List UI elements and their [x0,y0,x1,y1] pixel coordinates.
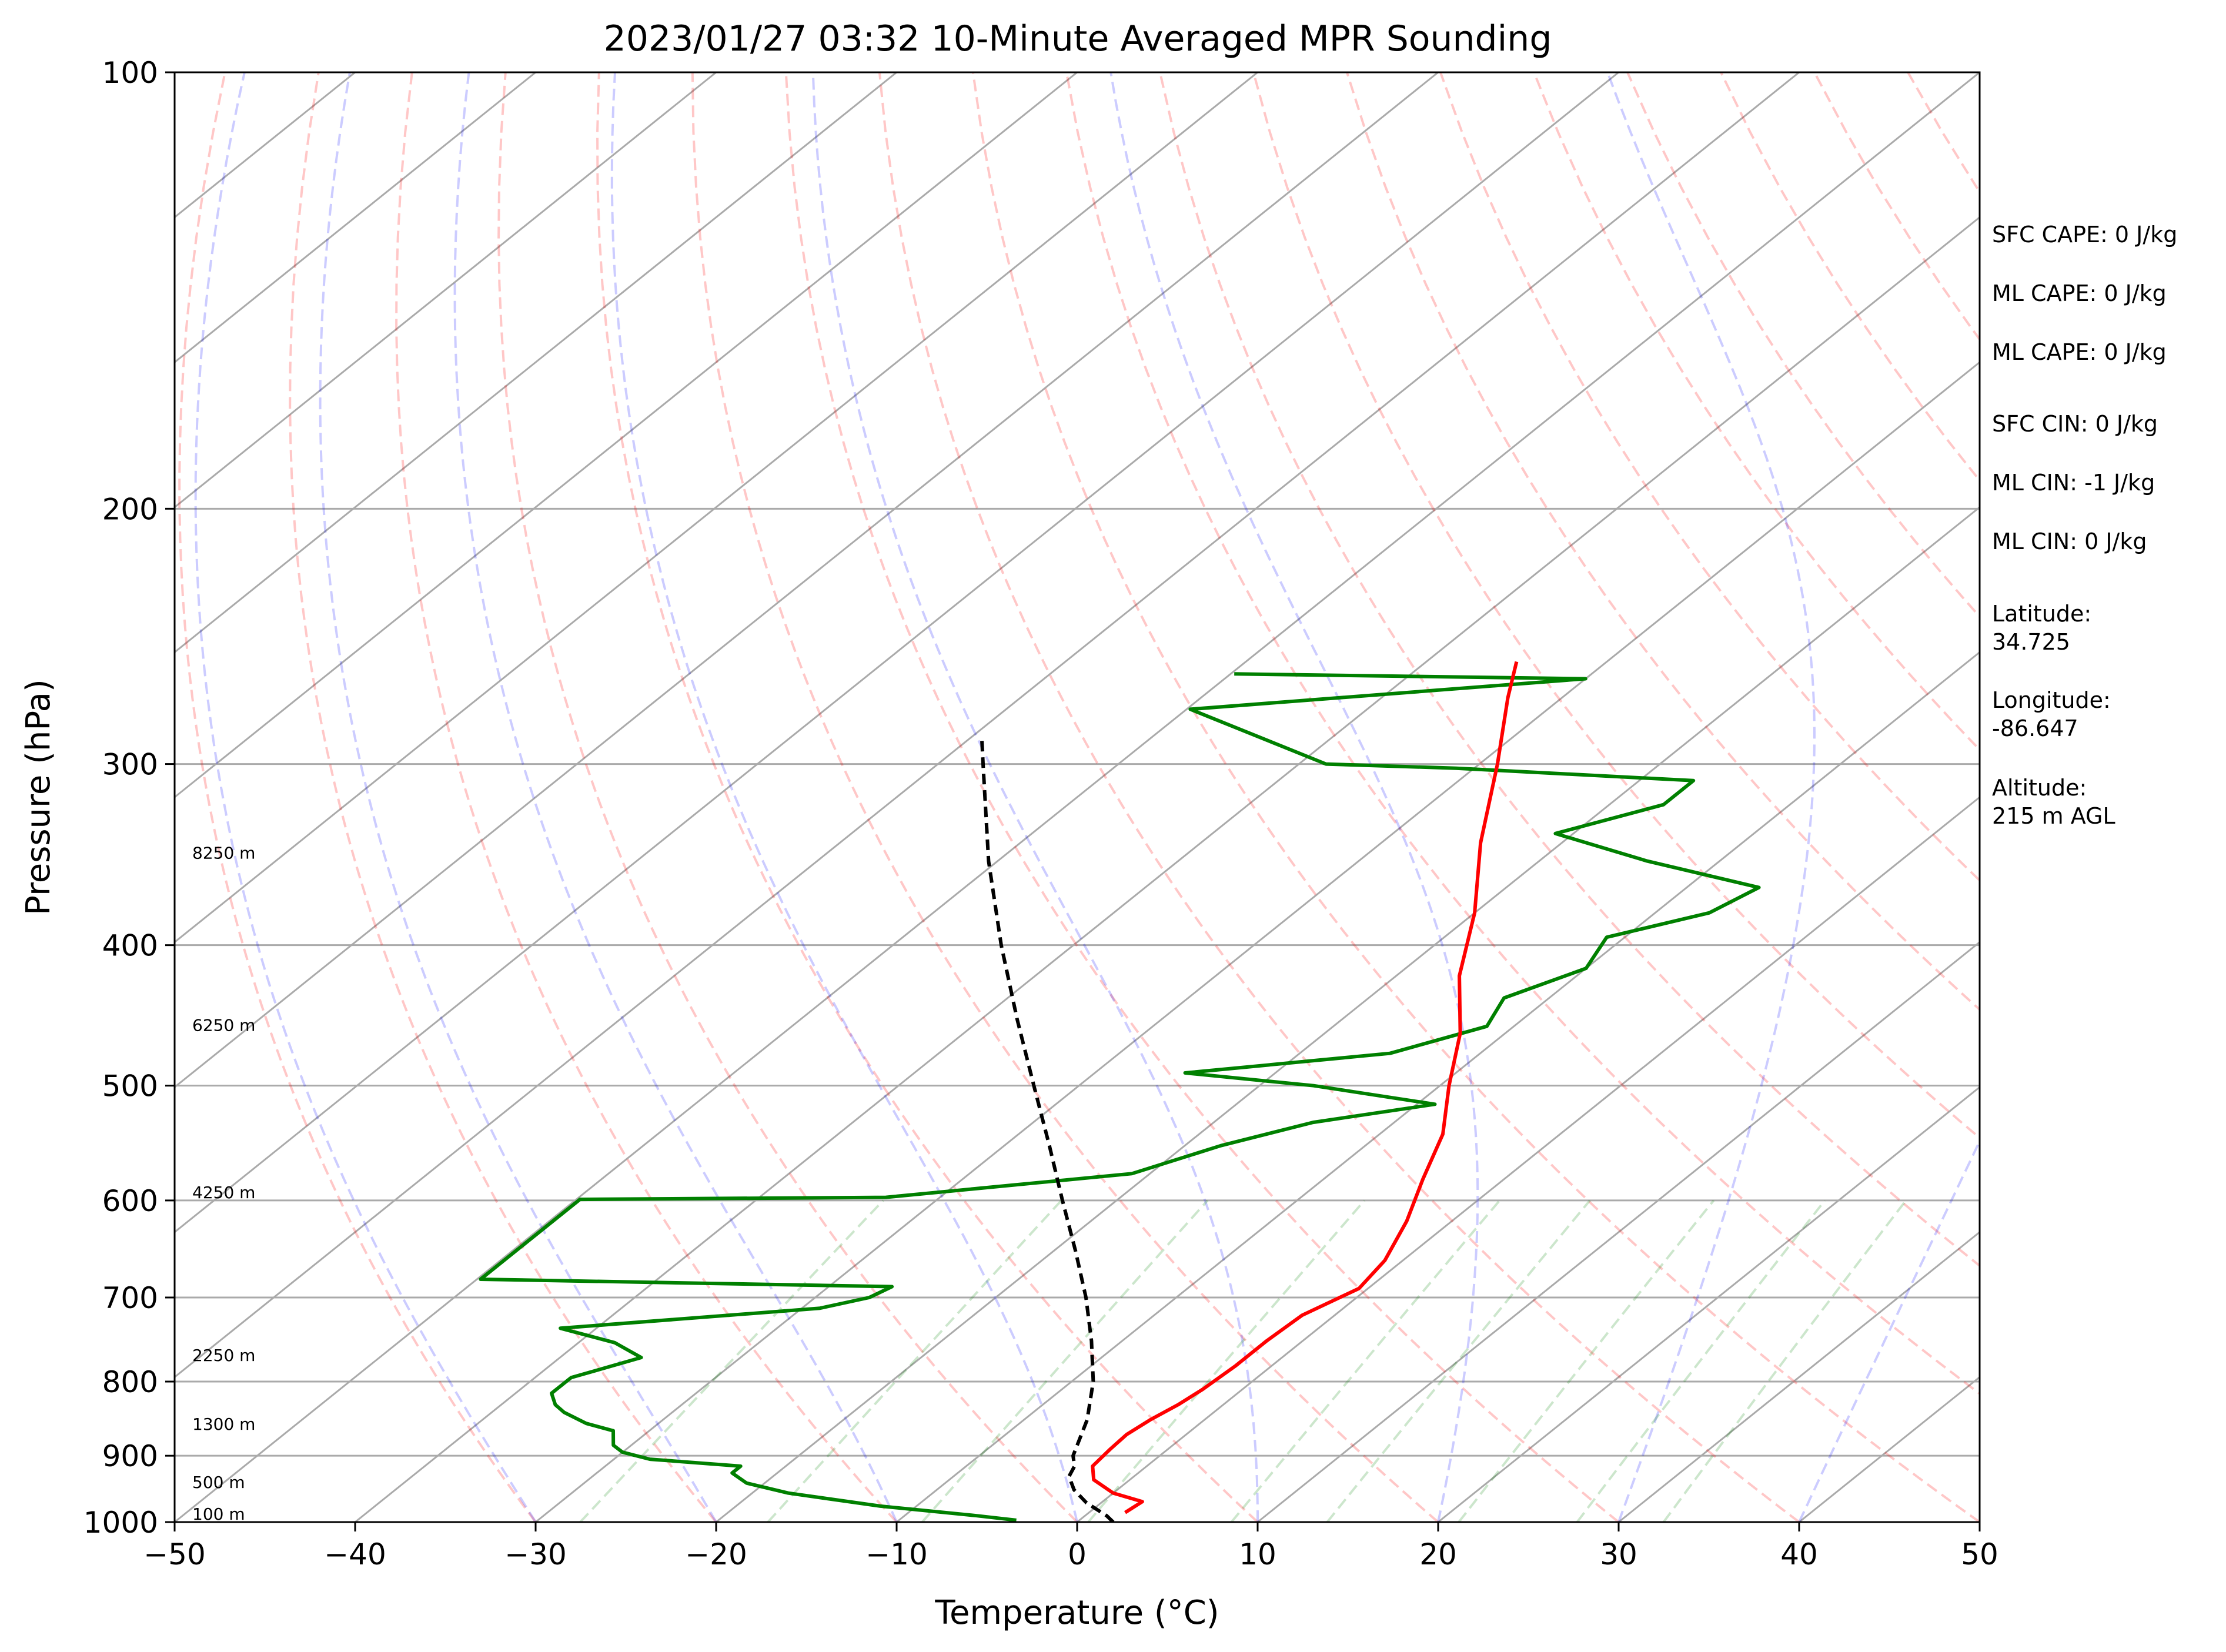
isotherm-line [175,72,536,364]
dewpoint-profile-line [479,672,1761,1522]
y-axis-label: Pressure (hPa) [19,679,58,915]
mixing-ratio-line [1576,1199,1826,1522]
dry-adiabat-line [784,72,1620,1522]
moist-adiabat-line [610,72,1078,1522]
height-label: 500 m [192,1473,245,1492]
dry-adiabat-line [1533,72,1980,752]
moist-adiabat-line [1109,72,1479,1522]
mixing-ratio-line [1326,1199,1591,1522]
x-tick-label: 0 [1068,1537,1087,1571]
isotherm-line [175,72,1980,1522]
isotherm-line [716,506,1980,1522]
isotherm-line [1077,796,1980,1522]
isotherm-line [1257,941,1980,1522]
mixing-ratio-line [579,1199,884,1522]
y-tick-label: 900 [102,1439,158,1473]
dry-adiabat-line [691,72,1439,1522]
y-tick-label: 600 [102,1184,158,1218]
dry-adiabat-line [289,72,717,1522]
mixing-ratio-line [1662,1199,1907,1522]
moist-adiabat-line [194,72,537,1522]
moist-adiabat-line [453,72,898,1522]
isotherm-line [175,72,1439,1089]
y-tick-label: 800 [102,1365,158,1399]
info-panel-entry: ML CAPE: 0 J/kg [1992,339,2167,365]
isotherm-line [175,72,1258,944]
x-tick-label: 50 [1961,1537,1998,1571]
isotherm-line [1618,1230,1980,1522]
info-panel-entry: Altitude: 215 m AGL [1992,775,2115,829]
x-tick-label: −50 [143,1537,206,1571]
dry-adiabat-line [596,72,1259,1522]
isotherm-line [1438,1086,1980,1522]
moist-adiabat-line [1606,72,1816,1522]
x-tick-label: 10 [1239,1537,1276,1571]
isotherm-line [535,361,1980,1522]
dry-adiabat-line [497,72,1078,1522]
x-axis-label: Temperature (°C) [934,1594,1219,1632]
isotherm-line [175,72,717,509]
info-panel-entry: SFC CAPE: 0 J/kg [1992,222,2178,248]
parcel-profile-line [980,735,1115,1522]
x-tick-label: 40 [1780,1537,1818,1571]
info-panel-entry: ML CIN: 0 J/kg [1992,529,2147,554]
x-tick-label: −20 [685,1537,747,1571]
height-label: 1300 m [192,1414,255,1434]
y-tick-label: 500 [102,1069,158,1103]
isotherm-line [175,72,1619,1233]
moist-adiabat-line [319,72,717,1522]
dry-adiabat-line [1158,72,1980,1268]
isotherm-line [355,216,1980,1522]
moist-adiabat-line [1798,1138,1980,1522]
y-tick-label: 100 [102,56,158,90]
x-tick-label: 20 [1419,1537,1457,1571]
y-tick-label: 700 [102,1281,158,1315]
mixing-ratio-line [1230,1199,1501,1522]
info-panel-entry: ML CIN: -1 J/kg [1992,470,2155,496]
mixing-ratio-line [767,1199,1062,1522]
mixing-ratio-line [1087,1199,1366,1522]
height-label: 100 m [192,1504,245,1524]
height-label: 6250 m [192,1015,255,1035]
x-tick-label: −10 [865,1537,928,1571]
mixing-ratio-line [921,1199,1209,1522]
info-panel-entry: Longitude: -86.647 [1992,687,2111,741]
temperature-profile-line [1091,661,1519,1514]
dry-adiabat-line [1345,72,1980,1011]
dry-adiabat-line [878,72,1800,1522]
height-label: 8250 m [192,844,255,863]
x-tick-label: −40 [324,1537,386,1571]
height-label: 4250 m [192,1183,255,1202]
y-tick-label: 1000 [83,1506,158,1540]
isotherm-line [896,651,1980,1522]
dry-adiabat-line [1065,72,1980,1396]
isotherm-line [175,72,897,654]
info-panel-entry: Latitude: 34.725 [1992,601,2092,655]
info-panel-entry: ML CAPE: 0 J/kg [1992,280,2167,306]
dry-adiabat-line [971,72,1980,1522]
dry-adiabat-line [2188,72,2226,1522]
dry-adiabat-line [178,72,537,1522]
isotherm-line [175,72,1078,798]
dry-adiabat-line [395,72,898,1522]
height-label: 2250 m [192,1346,255,1365]
info-panel-entry: SFC CIN: 0 J/kg [1992,411,2158,437]
y-tick-label: 300 [102,748,158,782]
isotherm-line [175,72,1800,1379]
y-tick-label: 200 [102,492,158,526]
x-tick-label: 30 [1600,1537,1637,1571]
mixing-ratio-line [1458,1199,1715,1522]
y-tick-label: 400 [102,929,158,963]
x-tick-label: −30 [504,1537,567,1571]
moist-adiabat-line [811,72,1259,1522]
chart-title: 2023/01/27 03:32 10-Minute Averaged MPR … [604,18,1552,59]
